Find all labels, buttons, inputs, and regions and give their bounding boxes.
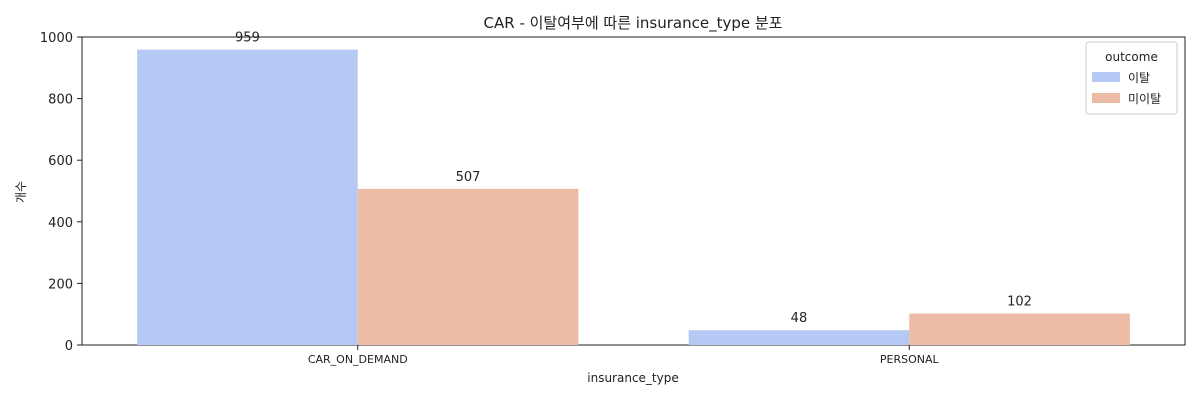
- y-tick-label: 200: [48, 277, 73, 292]
- bar: [688, 330, 910, 345]
- x-axis-label: insurance_type: [587, 371, 678, 385]
- chart-title: CAR - 이탈여부에 따른 insurance_type 분포: [484, 14, 783, 33]
- data-label: 959: [235, 31, 260, 46]
- y-tick-label: 400: [48, 216, 73, 231]
- legend-label: 이탈: [1128, 71, 1150, 85]
- y-tick-label: 600: [48, 154, 73, 169]
- bar: [137, 49, 358, 346]
- legend-title: outcome: [1105, 50, 1158, 64]
- y-tick-label: 1000: [40, 31, 73, 46]
- bar: [909, 313, 1130, 345]
- legend-label: 미이탈: [1128, 92, 1161, 106]
- data-label: 48: [791, 311, 808, 326]
- data-label: 507: [456, 170, 481, 185]
- plot-frame: [81, 36, 1186, 346]
- legend-swatch: [1092, 72, 1120, 82]
- y-tick-label: 0: [65, 339, 73, 354]
- bar: [357, 188, 579, 345]
- x-tick-label: CAR_ON_DEMAND: [308, 353, 408, 366]
- y-axis-label: 개수: [14, 181, 28, 203]
- x-tick-label: PERSONAL: [880, 353, 940, 366]
- plot-area: 0 200 400 600 800 1000 959 507 CAR_ON_DEMAND 48 10…: [40, 31, 1186, 366]
- y-tick-label: 800: [48, 93, 73, 108]
- data-label: 102: [1007, 295, 1032, 310]
- legend-swatch: [1092, 93, 1120, 103]
